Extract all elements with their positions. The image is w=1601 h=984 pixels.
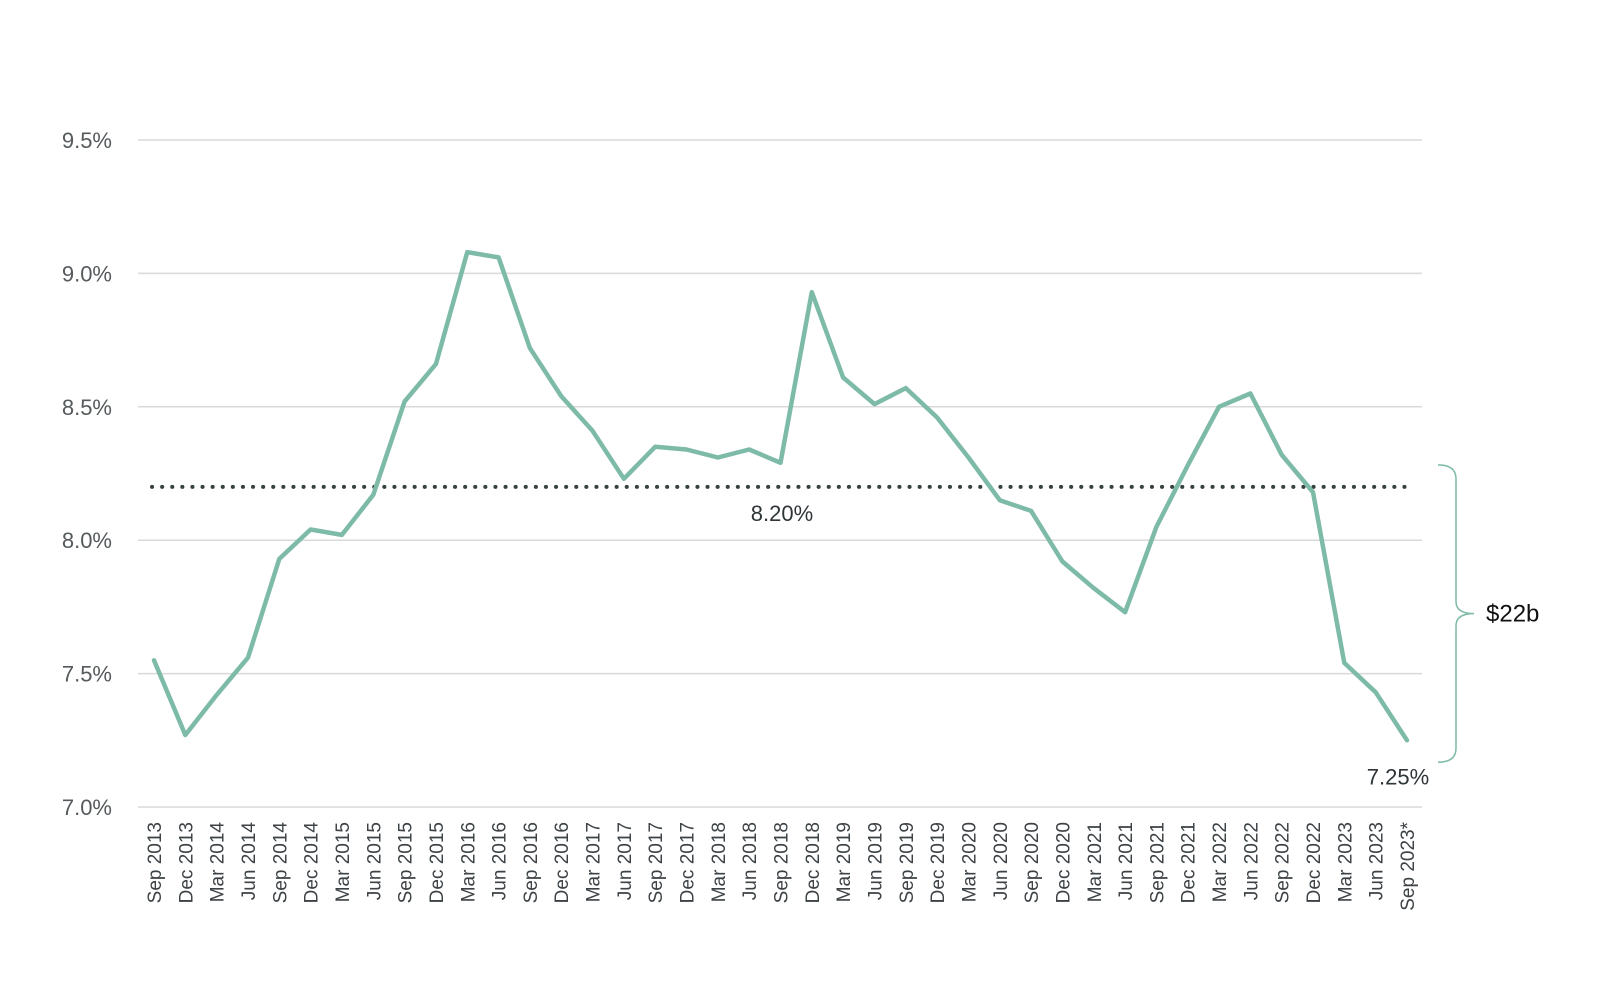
brace: [1438, 465, 1474, 762]
x-tick-label: Mar 2023: [1335, 822, 1356, 902]
x-tick-label: Dec 2021: [1179, 822, 1200, 903]
y-tick-label: 8.0%: [62, 528, 112, 553]
y-tick-label: 7.0%: [62, 795, 112, 820]
x-tick-label: Dec 2018: [803, 822, 824, 903]
x-tick-label: Dec 2016: [552, 822, 573, 903]
x-tick-label: Sep 2018: [772, 822, 793, 903]
x-tick-label: Jun 2022: [1241, 822, 1262, 900]
x-tick-label: Sep 2019: [897, 822, 918, 903]
x-tick-label: Mar 2019: [834, 822, 855, 902]
y-axis-ticks: 7.0% 7.5% 8.0% 8.5% 9.0% 9.5%: [62, 128, 112, 820]
reference-line-group: 8.20%: [152, 487, 1408, 526]
x-tick-label: Dec 2014: [302, 822, 323, 904]
x-tick-label: Jun 2019: [865, 822, 886, 900]
x-tick-label: Dec 2022: [1304, 822, 1325, 903]
reference-line-label: 8.20%: [751, 501, 813, 526]
x-tick-label: Sep 2014: [270, 822, 291, 904]
x-tick-label: Jun 2016: [490, 822, 511, 900]
x-tick-label: Sep 2016: [521, 822, 542, 903]
x-axis-ticks: Sep 2013 Dec 2013 Mar 2014 Jun 2014 Sep 2014…: [145, 821, 1419, 910]
x-tick-label: Dec 2017: [678, 822, 699, 903]
x-tick-label: Jun 2014: [239, 822, 260, 901]
x-tick-label: Dec 2013: [176, 822, 197, 903]
x-tick-label: Jun 2021: [1116, 822, 1137, 900]
x-tick-label: Mar 2014: [208, 822, 229, 903]
brace-label: $22b: [1486, 601, 1539, 628]
y-tick-label: 9.0%: [62, 261, 112, 286]
x-tick-label: Jun 2017: [615, 822, 636, 900]
x-tick-label: Sep 2015: [396, 822, 417, 903]
x-tick-label: Jun 2018: [740, 822, 761, 900]
annotation-group: 7.25% $22b: [1367, 465, 1540, 789]
x-tick-label: Sep 2021: [1147, 822, 1168, 903]
x-tick-label: Dec 2019: [928, 822, 949, 903]
y-tick-label: 7.5%: [62, 662, 112, 687]
x-tick-label: Sep 2020: [1022, 822, 1043, 903]
x-tick-label: Sep 2017: [646, 822, 667, 903]
x-tick-label: Sep 2013: [145, 822, 166, 903]
x-tick-label: Mar 2017: [584, 822, 605, 902]
series-line: [154, 252, 1407, 740]
x-tick-label: Mar 2021: [1085, 822, 1106, 902]
x-tick-label: Jun 2020: [991, 822, 1012, 900]
x-tick-label: Mar 2015: [333, 822, 354, 902]
x-tick-label: Sep 2022: [1273, 822, 1294, 903]
x-tick-label: Mar 2020: [959, 822, 980, 902]
end-value-label: 7.25%: [1367, 764, 1429, 789]
x-tick-label: Dec 2020: [1053, 822, 1074, 903]
x-tick-label: Sep 2023*: [1398, 821, 1419, 910]
y-tick-label: 9.5%: [62, 128, 112, 153]
x-tick-label: Mar 2016: [458, 822, 479, 902]
gridlines: [138, 140, 1422, 807]
y-tick-label: 8.5%: [62, 395, 112, 420]
x-tick-label: Jun 2023: [1367, 822, 1388, 900]
x-tick-label: Mar 2022: [1210, 822, 1231, 902]
x-tick-label: Mar 2018: [709, 822, 730, 902]
x-tick-label: Dec 2015: [427, 822, 448, 903]
x-tick-label: Jun 2015: [364, 822, 385, 900]
series-group: [154, 252, 1407, 740]
